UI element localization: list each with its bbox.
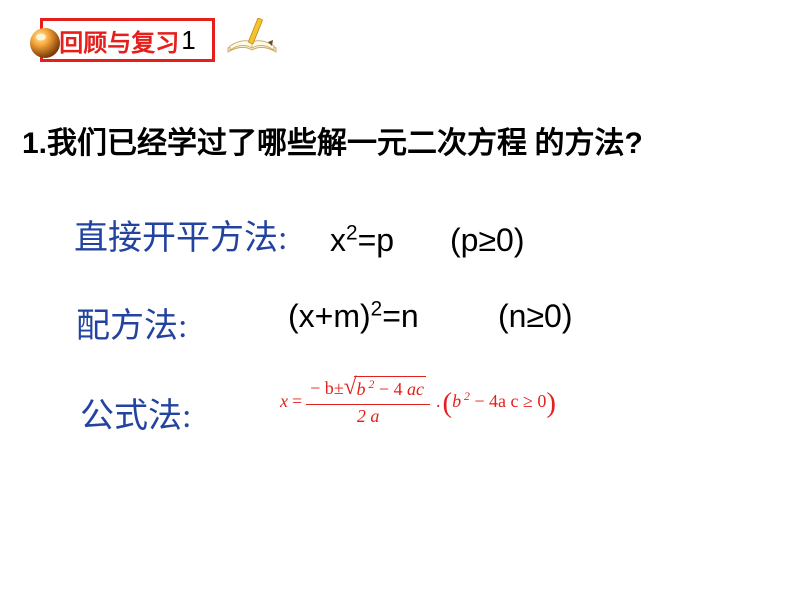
condition-completing: (n≥0) [498, 298, 572, 335]
method-row-direct: 直接开平方法: [74, 210, 287, 259]
quad-dot: . [436, 391, 441, 412]
quad-x: x [280, 391, 288, 412]
condition-direct: (p≥0) [450, 222, 524, 259]
quadratic-formula: x = − b ± √ b 2 − 4 ac 2 a . ( b 2 − 4a … [280, 376, 556, 427]
method-label-completing: 配方法: [76, 298, 187, 347]
question-prefix: 1. [22, 127, 47, 160]
sphere-icon [26, 24, 64, 67]
book-pencil-icon [222, 14, 288, 69]
question-body: 我们已经学过了哪些解一元二次方程 的方法 [47, 127, 625, 160]
header-box: 回顾与复习1 [40, 18, 215, 62]
question-suffix: ? [625, 127, 643, 160]
sqrt-icon: √ b 2 − 4 ac [344, 376, 426, 402]
formula-direct: x2=p [330, 222, 394, 259]
quad-cond: b 2 − 4a c ≥ 0 [452, 391, 546, 412]
method-label-formula: 公式法: [80, 388, 191, 437]
quad-eq: = [292, 391, 302, 412]
quad-fraction: − b ± √ b 2 − 4 ac 2 a [306, 376, 430, 427]
method-row-completing: 配方法: [76, 298, 187, 347]
header-title: 回顾与复习 [59, 23, 179, 58]
method-row-formula: 公式法: [80, 388, 191, 437]
formula-completing: (x+m)2=n [288, 298, 419, 335]
question-text: 1.我们已经学过了哪些解一元二次方程 的方法? [22, 118, 643, 162]
method-label-direct: 直接开平方法: [74, 210, 287, 259]
header-number: 1 [181, 25, 195, 56]
